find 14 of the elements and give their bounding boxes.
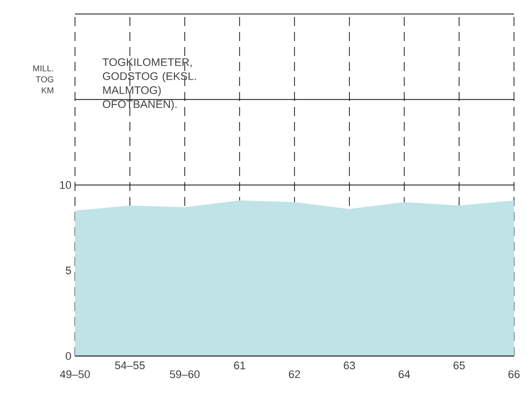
y-tick-label: 0 <box>66 352 72 360</box>
x-tick-label: 54–55 <box>115 362 145 370</box>
x-tick-label: 61 <box>234 362 246 370</box>
x-tick-label: 65 <box>454 362 465 370</box>
x-tick-label: 49–50 <box>60 370 90 378</box>
x-tick-label: 66 <box>508 370 520 378</box>
x-tick-label: 59–60 <box>170 370 200 378</box>
x-tick-label: 63 <box>344 362 355 370</box>
y-tick-label: 5 <box>66 266 71 274</box>
x-tick-label: 64 <box>398 370 410 378</box>
y-axis-title: MILL. TOG KM <box>33 65 54 94</box>
text: TOGKILOMETER, GODSTOG (EKSL. MALMTOG) OFOTBANEN). <box>102 58 196 110</box>
y-tick-label: 10 <box>60 181 72 189</box>
x-tick-label: 62 <box>288 370 300 378</box>
